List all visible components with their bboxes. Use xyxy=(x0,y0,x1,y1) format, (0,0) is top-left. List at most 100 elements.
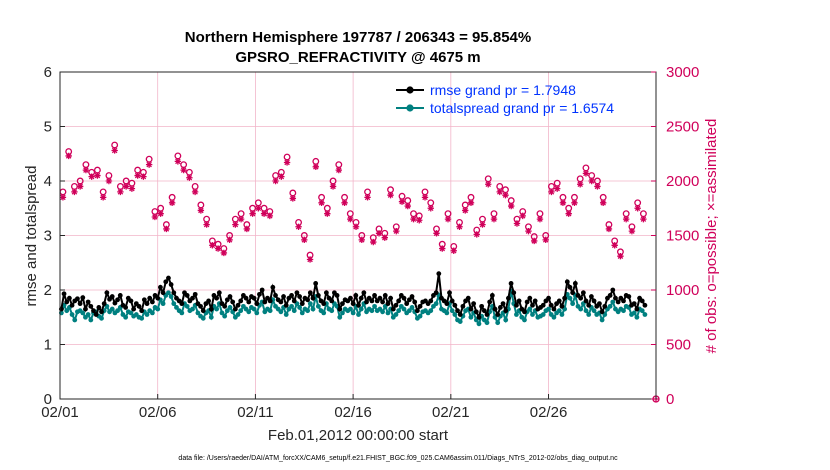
totalspread-point xyxy=(634,314,640,320)
rmse-point xyxy=(586,302,592,308)
possible-obs-point xyxy=(203,215,211,223)
x-tick-label: 02/16 xyxy=(334,404,372,421)
x-tick-label: 02/11 xyxy=(237,404,273,421)
rmse-point xyxy=(243,295,249,301)
assimilated-obs-point xyxy=(450,247,457,254)
possible-obs-point xyxy=(151,208,159,215)
possible-obs-point xyxy=(496,182,504,190)
assimilated-obs-point xyxy=(490,215,498,223)
totalspread-point xyxy=(444,310,450,316)
totalspread-point xyxy=(457,319,463,325)
axis-ticks: 0 1 2 3 4 5 6 0 500 1000 1500 2000 2500 3000 02/01 02/0… xyxy=(41,64,699,421)
rmse-point xyxy=(465,295,471,301)
assimilated-obs-point xyxy=(88,173,95,180)
assimilated-obs-point xyxy=(387,191,394,199)
possible-obs-point xyxy=(398,192,406,200)
totalspread-point xyxy=(224,308,230,314)
rmse-point xyxy=(578,295,584,301)
totalspread-point xyxy=(449,308,455,314)
totalspread-point xyxy=(69,312,75,317)
possible-obs-point xyxy=(323,204,331,212)
rmse-point xyxy=(626,294,632,299)
totalspread-point xyxy=(329,308,335,314)
assimilated-obs-point xyxy=(145,161,153,168)
rmse-point xyxy=(621,298,626,304)
totalspread-point xyxy=(64,308,70,314)
assimilated-obs-point xyxy=(203,221,210,228)
rmse-point xyxy=(115,297,120,303)
totalspread-point xyxy=(115,308,120,314)
totalspread-point xyxy=(155,306,161,312)
rmse-point xyxy=(506,295,511,301)
possible-obs-point xyxy=(237,210,245,218)
rmse-point xyxy=(278,299,284,305)
totalspread-point xyxy=(546,306,551,312)
totalspread-point xyxy=(607,303,613,309)
totalspread-point xyxy=(85,312,91,317)
totalspread-point xyxy=(168,294,174,299)
assimilated-obs-point xyxy=(197,207,205,214)
assimilated-obs-point xyxy=(571,199,578,206)
assimilated-obs-point xyxy=(151,213,159,221)
totalspread-point xyxy=(406,308,412,314)
rmse-point xyxy=(128,298,134,304)
rmse-point xyxy=(372,293,377,298)
assimilated-obs-point xyxy=(393,227,400,235)
rmse-point xyxy=(340,301,345,307)
totalspread-point xyxy=(190,306,195,312)
y-left-tick-label: 1 xyxy=(44,337,52,354)
assimilated-obs-point xyxy=(220,249,228,257)
rmse-point xyxy=(583,298,589,304)
assimilated-obs-point xyxy=(548,188,555,196)
possible-obs-point xyxy=(634,199,642,207)
rmse-point xyxy=(75,296,80,302)
rmse-point xyxy=(179,301,185,307)
totalspread-point xyxy=(586,312,592,317)
possible-obs-point xyxy=(82,161,90,169)
possible-obs-point xyxy=(191,182,199,190)
rmse-point xyxy=(503,308,509,314)
rmse-point xyxy=(631,301,637,307)
possible-obs-point xyxy=(134,166,142,174)
totalspread-point xyxy=(238,308,244,314)
totalspread-point xyxy=(254,310,260,316)
totalspread-point xyxy=(567,295,573,301)
assimilated-obs-point xyxy=(278,173,285,180)
totalspread-point xyxy=(631,310,637,316)
assimilated-obs-point xyxy=(341,199,348,206)
assimilated-obs-point xyxy=(266,212,274,220)
assimilated-obs-point xyxy=(76,183,84,190)
rmse-point xyxy=(192,291,198,297)
possible-obs-point xyxy=(180,161,188,169)
rmse-point xyxy=(495,312,501,317)
totalspread-point xyxy=(452,312,458,317)
totalspread-point xyxy=(340,310,345,316)
footer-data-file: data file: /Users/raeder/DAI/ATM_forcXX/… xyxy=(178,455,618,462)
rmse-point xyxy=(522,309,527,315)
y-left-tick-label: 6 xyxy=(44,64,52,81)
totalspread-point xyxy=(88,317,94,323)
assimilated-obs-point xyxy=(565,210,572,217)
totalspread-point xyxy=(639,308,645,314)
rmse-point xyxy=(551,306,557,312)
totalspread-point xyxy=(337,314,343,320)
rmse-point xyxy=(597,301,602,307)
y-right-tick-label: 0 xyxy=(666,391,674,408)
assimilated-obs-point xyxy=(163,225,170,233)
rmse-point xyxy=(559,303,565,309)
rmse-point xyxy=(123,305,129,310)
totalspread-point xyxy=(278,309,284,315)
rmse-point xyxy=(208,306,214,312)
assimilated-obs-point xyxy=(444,215,452,223)
assimilated-obs-point xyxy=(122,183,130,190)
totalspread-point xyxy=(160,301,166,307)
totalspread-point xyxy=(251,306,257,312)
rmse-point xyxy=(433,290,439,296)
rmse-point xyxy=(350,301,356,307)
assimilated-obs-point xyxy=(554,185,561,192)
totalspread-point xyxy=(522,317,527,323)
rmse-point xyxy=(334,293,340,298)
totalspread-point xyxy=(396,308,402,314)
assimilated-obs-point xyxy=(473,231,480,238)
legend-spread-text: totalspread grand pr = 1.6574 xyxy=(430,100,614,116)
